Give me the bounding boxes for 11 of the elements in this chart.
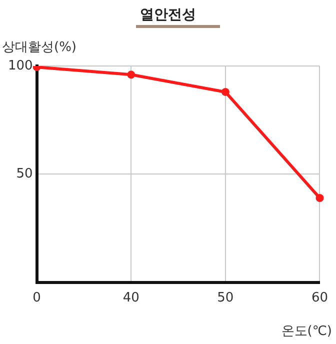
x-tick-label: 0: [32, 290, 41, 306]
x-tick-label: 50: [217, 290, 234, 306]
y-tick-label: 100: [8, 58, 33, 74]
chart-title: 열안전성: [139, 6, 197, 24]
point: [221, 88, 230, 96]
x-axis-title: 온도(℃): [281, 323, 332, 340]
y-axis-title: 상대활성(%): [2, 39, 76, 56]
point: [316, 194, 324, 202]
x-tick-label: 40: [122, 290, 140, 306]
point: [127, 70, 136, 79]
x-tick-label: 60: [311, 290, 328, 306]
